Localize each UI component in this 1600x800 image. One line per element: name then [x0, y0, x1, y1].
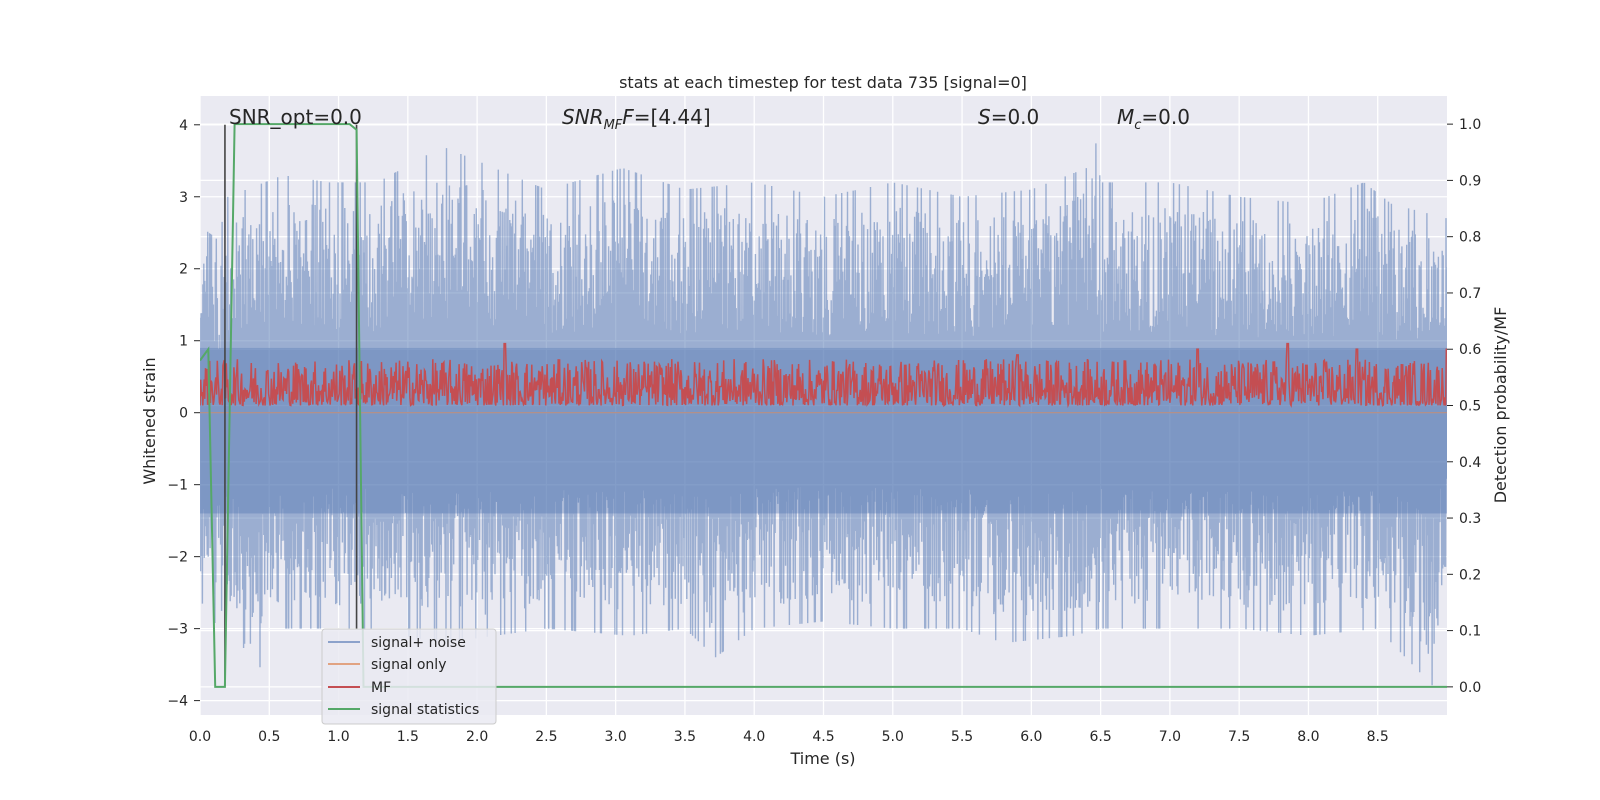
- y-tick-label: −3: [167, 622, 188, 638]
- legend: signal+ noise signal only MF signal stat…: [321, 628, 497, 725]
- x-tick-label: 4.0: [743, 729, 765, 745]
- y-tick-label: 4: [179, 118, 188, 134]
- y-ticks: 4 3 2 1 0 −1 −2 −3 −4: [167, 118, 200, 710]
- x-tick-label: 0.0: [189, 729, 211, 745]
- y2-tick-label: 0.9: [1459, 173, 1481, 189]
- snr-opt-annotation: SNR_opt=0.0: [229, 105, 362, 129]
- x-tick-label: 8.5: [1367, 729, 1389, 745]
- legend-box: [321, 628, 497, 725]
- legend-label-signal-only: signal only: [371, 657, 446, 673]
- legend-label-signal-statistics: signal statistics: [371, 702, 479, 718]
- y2-tick-label: 0.2: [1459, 567, 1481, 583]
- y2-tick-label: 0.0: [1459, 680, 1481, 696]
- x-tick-label: 5.5: [951, 729, 973, 745]
- y2-tick-label: 0.5: [1459, 399, 1481, 415]
- x-tick-label: 5.0: [882, 729, 904, 745]
- legend-label-mf: MF: [371, 680, 391, 696]
- y-axis-label: Whitened strain: [140, 357, 159, 484]
- y-tick-label: 0: [179, 406, 188, 422]
- y2-tick-label: 0.4: [1459, 455, 1481, 471]
- y2-tick-label: 0.3: [1459, 511, 1481, 527]
- snr-mf-annotation: SNRMFF=[4.44]: [562, 105, 711, 133]
- y-tick-label: 2: [179, 262, 188, 278]
- series-signal-noise: [200, 143, 1447, 686]
- x-tick-label: 6.0: [1020, 729, 1042, 745]
- chart-title: stats at each timestep for test data 735…: [619, 73, 1027, 92]
- x-tick-label: 2.5: [535, 729, 557, 745]
- y-tick-label: −4: [167, 694, 188, 710]
- series-signal-statistics: [200, 123, 1447, 688]
- y2-tick-label: 0.7: [1459, 286, 1481, 302]
- legend-label-signal-noise: signal+ noise: [371, 635, 466, 651]
- series-layer: [200, 123, 1447, 688]
- y2-tick-label: 0.8: [1459, 230, 1481, 246]
- y-tick-label: 1: [179, 334, 188, 350]
- x-tick-label: 3.0: [605, 729, 627, 745]
- x-tick-label: 6.5: [1089, 729, 1111, 745]
- y2-axis-label: Detection probability/MF: [1491, 307, 1510, 504]
- x-ticks: 0.0 0.5 1.0 1.5 2.0 2.5 3.0 3.5 4.0 4.5 5.0 5.5 6.0 6…: [189, 729, 1389, 745]
- x-tick-label: 8.0: [1297, 729, 1319, 745]
- x-tick-label: 7.5: [1228, 729, 1250, 745]
- x-tick-label: 0.5: [258, 729, 280, 745]
- s-annotation: S=0.0: [978, 105, 1039, 129]
- x-tick-label: 3.5: [674, 729, 696, 745]
- x-tick-label: 2.0: [466, 729, 488, 745]
- series-mf: [200, 342, 1447, 409]
- y2-ticks: 1.0 0.9 0.8 0.7 0.6 0.5 0.4 0.3 0.2 0.1 0.0: [1447, 117, 1481, 696]
- y2-tick-label: 0.6: [1459, 342, 1481, 358]
- y2-tick-label: 1.0: [1459, 117, 1481, 133]
- x-tick-label: 1.5: [397, 729, 419, 745]
- y-tick-label: −1: [167, 478, 188, 494]
- x-tick-label: 4.5: [812, 729, 834, 745]
- x-tick-label: 1.0: [327, 729, 349, 745]
- y2-tick-label: 0.1: [1459, 624, 1481, 640]
- y-tick-label: 3: [179, 190, 188, 206]
- y-tick-label: −2: [167, 550, 188, 566]
- mc-annotation: Mc=0.0: [1117, 105, 1190, 133]
- x-axis-label: Time (s): [789, 749, 855, 768]
- x-tick-label: 7.0: [1159, 729, 1181, 745]
